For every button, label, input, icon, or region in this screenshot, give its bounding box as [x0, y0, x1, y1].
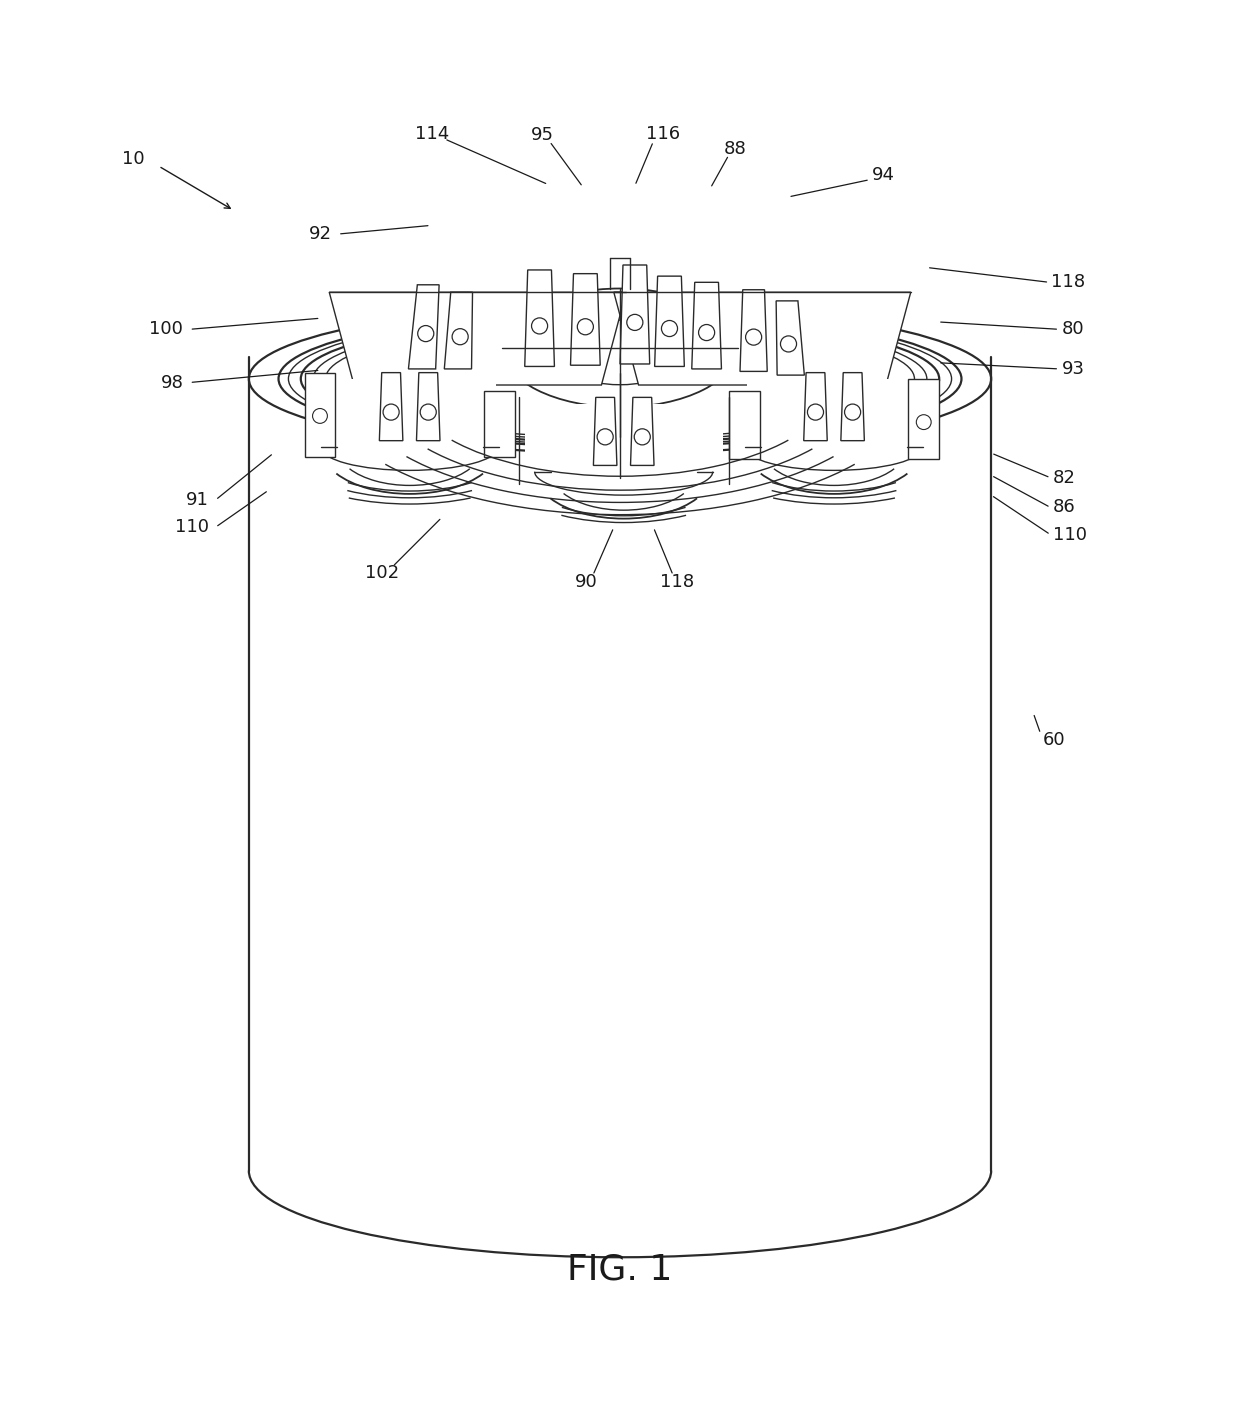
Polygon shape [841, 373, 864, 441]
Text: 92: 92 [309, 226, 332, 242]
Polygon shape [692, 283, 722, 368]
Text: 80: 80 [1061, 321, 1084, 338]
Text: 93: 93 [1061, 360, 1085, 378]
Text: 118: 118 [1050, 273, 1085, 291]
Polygon shape [630, 398, 653, 465]
Text: 116: 116 [646, 125, 681, 143]
Polygon shape [305, 373, 336, 457]
Polygon shape [620, 265, 650, 364]
Polygon shape [655, 276, 684, 367]
Text: 91: 91 [186, 492, 210, 509]
Polygon shape [594, 398, 618, 465]
Text: 98: 98 [160, 374, 184, 391]
Polygon shape [570, 273, 600, 366]
Polygon shape [525, 270, 554, 367]
Text: 60: 60 [1043, 731, 1065, 750]
Polygon shape [408, 284, 439, 368]
Polygon shape [740, 290, 768, 371]
Text: 82: 82 [1053, 469, 1076, 486]
Text: 114: 114 [415, 125, 449, 143]
Text: 86: 86 [1053, 499, 1076, 517]
Polygon shape [776, 301, 805, 375]
Text: 102: 102 [366, 565, 399, 581]
Polygon shape [330, 293, 626, 385]
Polygon shape [379, 373, 403, 441]
Polygon shape [444, 293, 472, 368]
Polygon shape [467, 298, 487, 385]
Polygon shape [484, 391, 515, 457]
Text: 100: 100 [149, 321, 184, 338]
Text: 90: 90 [575, 573, 598, 591]
Polygon shape [753, 298, 773, 385]
Text: 95: 95 [531, 126, 553, 144]
Polygon shape [804, 373, 827, 441]
Polygon shape [748, 378, 932, 503]
Polygon shape [908, 378, 939, 460]
Text: 94: 94 [872, 165, 895, 184]
Polygon shape [311, 378, 496, 503]
Text: 10: 10 [123, 150, 145, 168]
Polygon shape [417, 373, 440, 441]
Text: 110: 110 [1053, 525, 1087, 544]
Polygon shape [614, 293, 910, 385]
Polygon shape [729, 391, 760, 460]
Text: FIG. 1: FIG. 1 [568, 1252, 672, 1286]
Polygon shape [525, 403, 723, 527]
Text: 88: 88 [724, 140, 746, 158]
Text: 110: 110 [175, 518, 210, 537]
Text: 118: 118 [660, 573, 694, 591]
